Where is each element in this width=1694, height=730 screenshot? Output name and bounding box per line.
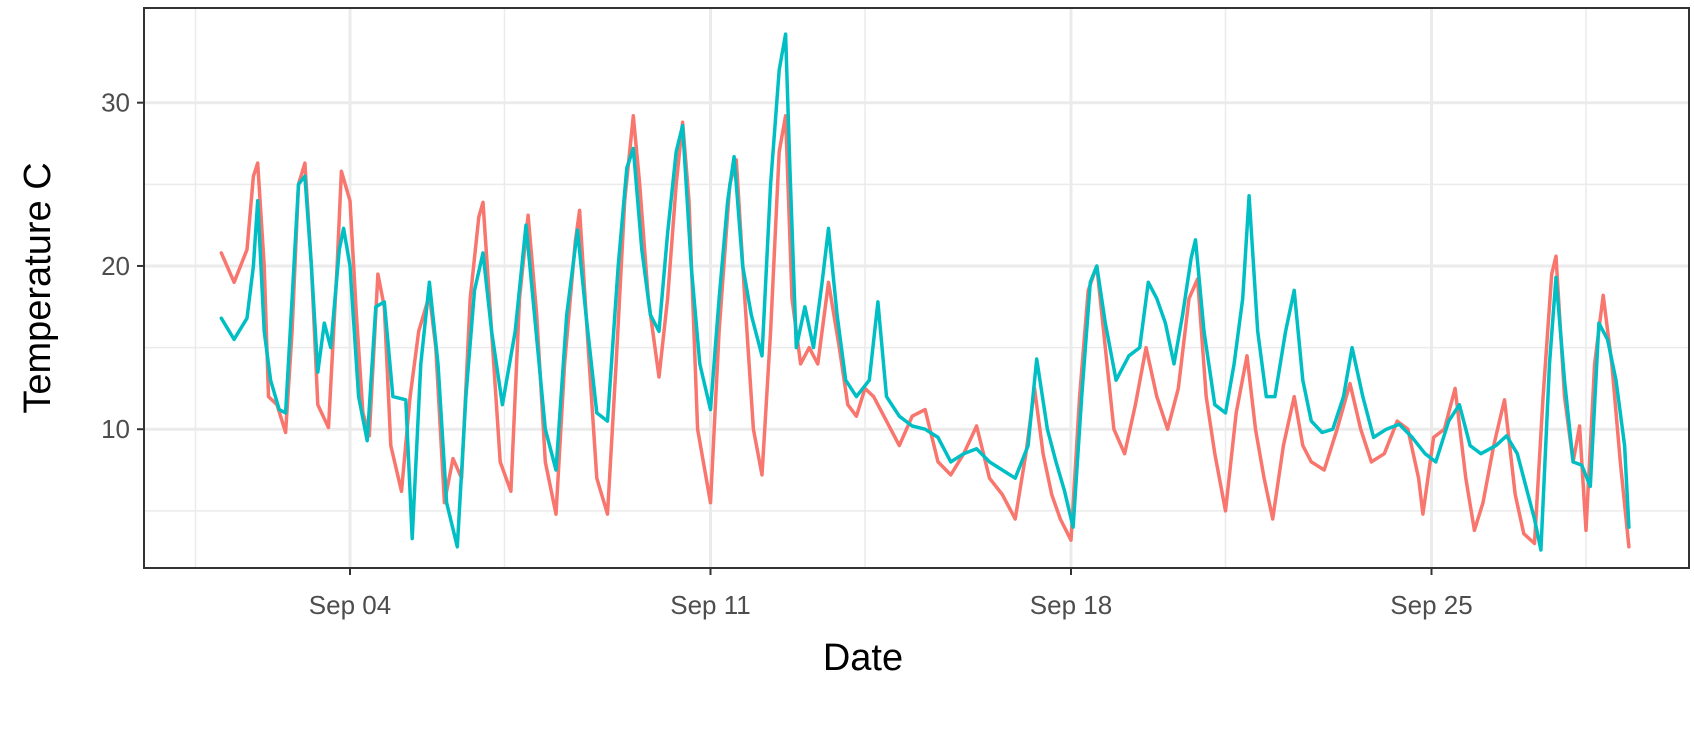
y-axis-ticks: 10 20 30 (101, 88, 144, 444)
x-tick-label: Sep 18 (1030, 590, 1112, 620)
x-tick-label: Sep 04 (309, 590, 391, 620)
y-tick-label: 10 (101, 414, 130, 444)
y-tick-label: 20 (101, 251, 130, 281)
panel-border (143, 7, 1690, 569)
y-tick-label: 30 (101, 88, 130, 118)
y-axis-title: Temperature C (17, 162, 59, 413)
x-axis-title: Date (823, 637, 903, 679)
x-tick-label: Sep 11 (670, 590, 750, 620)
series-lines (219, 32, 1631, 552)
x-axis-ticks: Sep 04 Sep 11 Sep 18 Sep 25 (309, 568, 1473, 620)
x-tick-label: Sep 25 (1390, 590, 1472, 620)
series-line-2 (219, 32, 1631, 552)
